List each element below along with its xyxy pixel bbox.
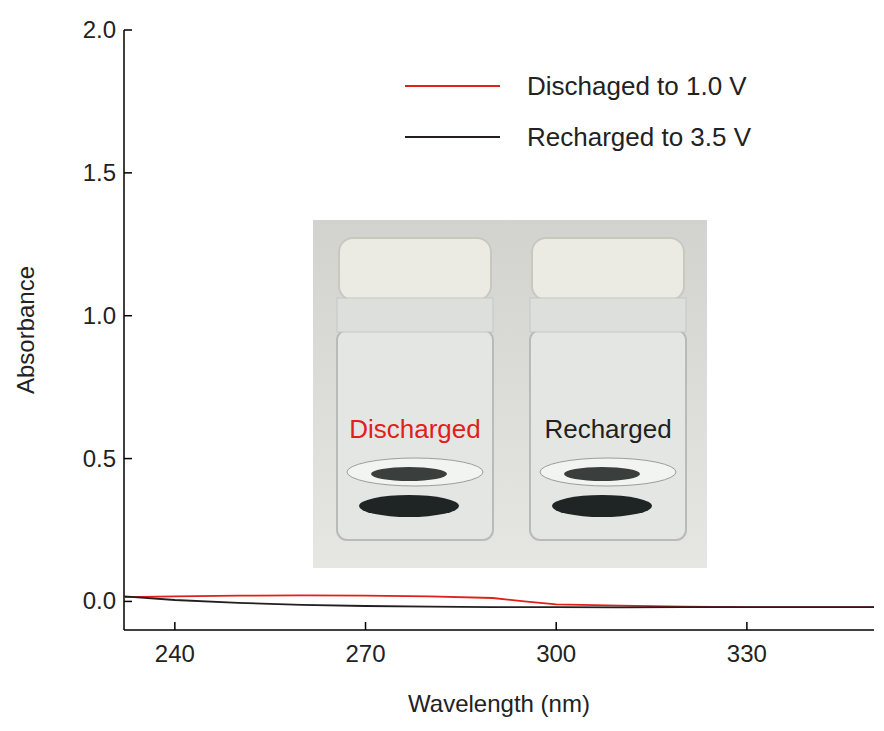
x-axis-title: Wavelength (nm) — [408, 690, 590, 717]
series-line — [124, 596, 874, 607]
vial-cap — [339, 238, 491, 300]
y-tick — [124, 315, 132, 317]
y-axis — [123, 30, 125, 630]
legend-swatch — [405, 85, 500, 87]
vial-body — [530, 330, 686, 540]
vial-body — [337, 330, 493, 540]
x-tick-label: 300 — [536, 640, 576, 667]
series-line — [124, 595, 874, 607]
inset-photo — [313, 220, 707, 568]
vial-neck — [530, 298, 686, 332]
y-tick — [124, 172, 132, 174]
vial-neck — [337, 298, 493, 332]
liquid-surface — [540, 458, 676, 486]
x-tick — [555, 622, 557, 630]
y-tick — [124, 601, 132, 603]
plot-lines — [124, 595, 874, 607]
legend-swatch — [405, 136, 500, 138]
y-tick — [124, 458, 132, 460]
x-tick — [365, 622, 367, 630]
x-axis — [124, 629, 874, 631]
y-tick-label: 0.0 — [83, 587, 116, 614]
legend-label: Recharged to 3.5 V — [527, 122, 752, 152]
x-tick-label: 270 — [346, 640, 386, 667]
liquid-surface — [347, 458, 483, 486]
x-tick-label: 330 — [727, 640, 767, 667]
x-tick-label: 240 — [155, 640, 195, 667]
vial-cap — [532, 238, 684, 300]
x-tick — [174, 622, 176, 630]
chart: 0.0 0.5 1.0 1.5 2.0 240 270 300 330 Wavelength (n… — [0, 0, 884, 731]
legend-label: Dischaged to 1.0 V — [527, 71, 747, 101]
photo-label: Discharged — [349, 414, 481, 444]
electrode-reflection — [371, 467, 447, 481]
photo-label: Recharged — [544, 414, 671, 444]
y-tick — [124, 29, 132, 31]
electrode — [552, 495, 652, 517]
y-tick-label: 1.5 — [83, 159, 116, 186]
photo-background — [313, 220, 707, 568]
x-tick — [746, 622, 748, 630]
y-axis-title: Absorbance — [12, 266, 39, 394]
y-tick-label: 0.5 — [83, 445, 116, 472]
y-tick-label: 2.0 — [83, 16, 116, 43]
electrode-reflection — [564, 467, 640, 481]
y-tick-label: 1.0 — [83, 302, 116, 329]
electrode — [359, 495, 459, 517]
